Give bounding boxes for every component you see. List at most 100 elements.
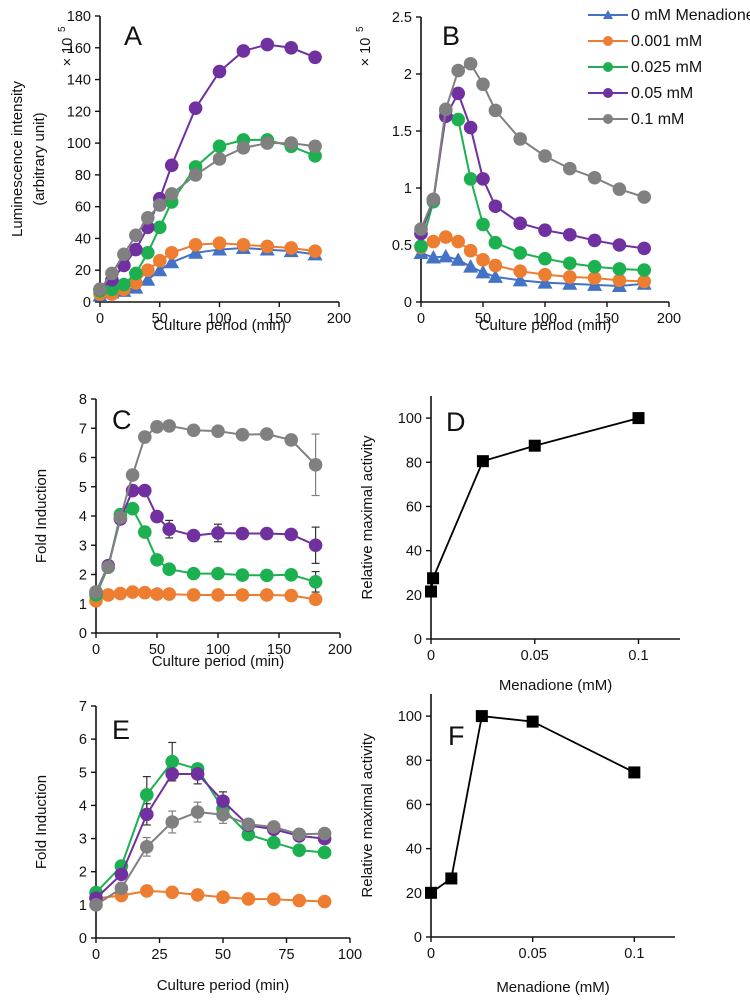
- data-point: [284, 241, 299, 255]
- legend-label: 0.001 mM: [631, 33, 702, 50]
- y-multiplier-exponent: 5: [57, 26, 68, 32]
- data-point: [628, 766, 641, 779]
- y-axis-label: Relative maximal activity: [359, 733, 376, 898]
- data-point: [637, 274, 651, 289]
- data-point: [117, 258, 131, 273]
- data-point: [414, 222, 428, 236]
- y-tick-label: 1: [79, 898, 87, 914]
- data-point: [101, 588, 115, 602]
- data-point: [528, 439, 541, 452]
- series-relative-maximal-activity: [425, 412, 645, 598]
- data-point: [117, 247, 131, 262]
- x-tick-label: 25: [151, 947, 167, 963]
- data-point: [317, 894, 332, 909]
- data-point: [463, 259, 479, 273]
- data-point: [476, 172, 490, 186]
- data-point: [165, 767, 179, 781]
- series-line: [95, 889, 325, 903]
- x-tick-label: 0: [417, 311, 425, 327]
- data-point: [212, 236, 227, 251]
- data-point: [216, 807, 230, 822]
- y-axis-label: Fold Induction: [33, 775, 50, 869]
- y-tick-label: 80: [406, 753, 422, 769]
- data-point: [439, 230, 453, 244]
- panel-f: 0 0.05 0.1 0 20 40 60 80 100 F Menadione (mM) Relat…: [359, 694, 675, 996]
- y-tick-label: 120: [67, 104, 91, 120]
- series-0-001-mm: [89, 585, 323, 608]
- data-point: [445, 872, 458, 885]
- data-point: [188, 101, 203, 115]
- data-point: [164, 254, 180, 269]
- data-point: [114, 867, 129, 882]
- data-point: [538, 223, 552, 237]
- data-point: [113, 510, 128, 525]
- data-point: [451, 63, 466, 78]
- y-tick-label: 40: [406, 544, 422, 560]
- data-point: [612, 182, 627, 196]
- y-tick-label: 6: [79, 732, 87, 748]
- data-point: [284, 136, 299, 150]
- data-point: [475, 264, 491, 279]
- y-tick-label: 4: [79, 509, 87, 525]
- legend-marker: [603, 10, 613, 19]
- data-point: [587, 170, 602, 185]
- x-tick-label: 0: [427, 648, 435, 664]
- data-point: [140, 807, 154, 822]
- data-point: [138, 585, 152, 600]
- data-point: [587, 233, 602, 248]
- x-tick-label: 200: [657, 311, 681, 327]
- x-tick-label: 0: [427, 946, 435, 962]
- data-point: [425, 585, 437, 598]
- y-tick-label: 2.5: [392, 10, 412, 26]
- data-point: [190, 767, 205, 781]
- data-point: [637, 190, 651, 204]
- data-point: [488, 103, 503, 118]
- data-point: [150, 587, 164, 601]
- y-tick-label: 3: [79, 832, 87, 848]
- data-point: [451, 112, 466, 127]
- data-point: [101, 560, 115, 574]
- y-tick-label: 0: [79, 626, 87, 642]
- data-point: [150, 419, 164, 434]
- data-point: [212, 139, 227, 154]
- data-point: [563, 256, 577, 271]
- data-point: [186, 588, 201, 602]
- x-axis-label: Menadione (mM): [499, 677, 612, 694]
- y-tick-label: 8: [79, 392, 87, 408]
- data-point: [292, 893, 307, 908]
- data-point: [292, 827, 307, 842]
- data-point: [487, 269, 503, 283]
- data-point: [308, 244, 322, 258]
- panel-label: A: [124, 21, 142, 51]
- x-tick-label: 0: [92, 642, 100, 658]
- legend-label: 0.025 mM: [631, 59, 702, 76]
- y-tick-label: 0: [83, 295, 91, 311]
- data-point: [140, 884, 154, 898]
- data-point: [152, 262, 168, 277]
- data-point: [425, 250, 441, 264]
- series-0-025-mm: [93, 133, 322, 298]
- y-tick-label: 2: [79, 865, 87, 881]
- data-point: [140, 840, 154, 854]
- data-point: [190, 805, 205, 819]
- data-point: [211, 424, 225, 438]
- x-tick-label: 200: [328, 642, 352, 658]
- data-point: [637, 241, 651, 256]
- y-multiplier: × 10 5: [57, 26, 76, 66]
- y-multiplier-exponent: 5: [355, 26, 366, 32]
- legend-label: 0.05 mM: [631, 85, 693, 102]
- data-point: [513, 246, 527, 260]
- x-tick-label: 50: [152, 311, 168, 327]
- data-point: [125, 501, 140, 516]
- y-multiplier: × 10 5: [355, 26, 374, 66]
- series-line: [95, 507, 316, 596]
- data-point: [317, 826, 332, 841]
- x-tick-label: 200: [327, 311, 351, 327]
- data-point: [216, 794, 230, 808]
- data-point: [212, 152, 227, 166]
- data-point: [165, 885, 179, 900]
- legend-item: 0.05 mM: [588, 85, 693, 102]
- data-point: [563, 161, 577, 176]
- data-point: [488, 235, 503, 250]
